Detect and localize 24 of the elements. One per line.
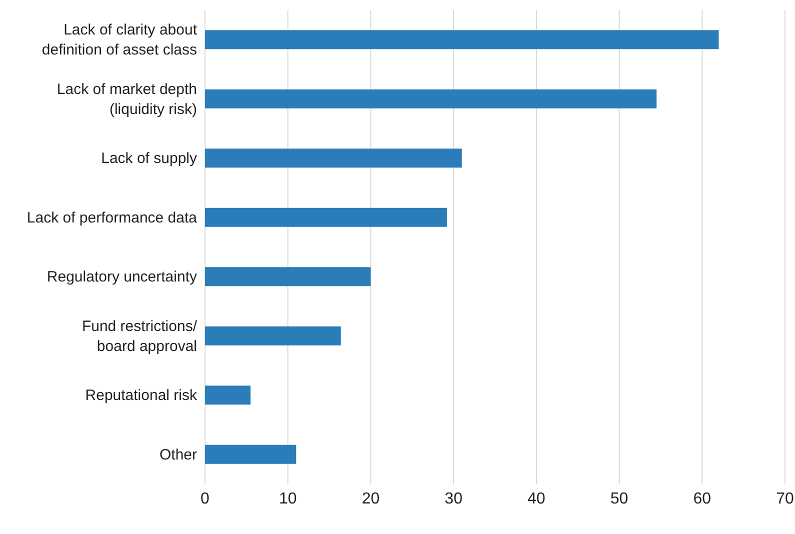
y-tick-label: Lack of clarity about definition of asset class xyxy=(42,22,198,59)
y-tick-label: Regulatory uncertainty xyxy=(46,268,198,286)
bar xyxy=(205,30,719,50)
bar xyxy=(205,208,447,227)
x-tick-label: 30 xyxy=(444,490,463,508)
x-tick-label: 0 xyxy=(200,490,210,508)
bar xyxy=(205,89,657,108)
x-tick-label: 10 xyxy=(278,490,297,508)
x-tick-label: 70 xyxy=(776,490,794,508)
y-tick-label: Lack of market depth (liquidity risk) xyxy=(56,80,197,118)
y-tick-label: Lack of supply xyxy=(101,150,198,168)
y-tick-label: Reputational risk xyxy=(85,387,198,404)
y-tick-label: Other xyxy=(159,446,198,464)
x-tick-label: 60 xyxy=(693,490,712,508)
bar xyxy=(205,267,371,286)
bar xyxy=(205,326,341,346)
bar xyxy=(205,148,462,168)
y-tick-label: Lack of performance data xyxy=(26,209,198,226)
bar xyxy=(205,386,251,405)
x-tick-label: 50 xyxy=(610,490,628,508)
y-tick-label: Fund restrictions/ board approval xyxy=(82,318,198,355)
x-tick-label: 40 xyxy=(528,490,546,508)
x-tick-label: 20 xyxy=(362,490,380,508)
bar xyxy=(205,444,296,464)
